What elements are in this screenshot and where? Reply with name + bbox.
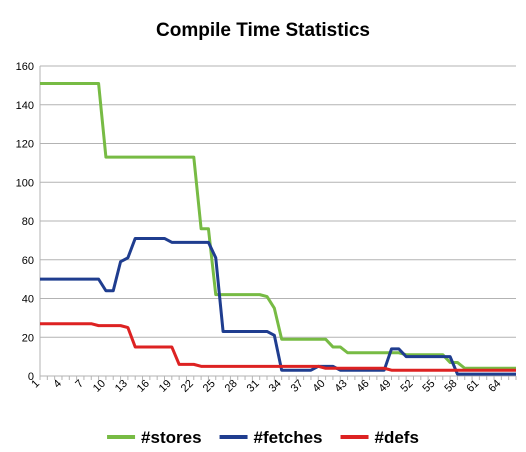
- y-tick-label: 160: [16, 61, 34, 73]
- x-tick-label: 64: [486, 378, 503, 395]
- x-tick-label: 58: [442, 378, 459, 395]
- x-tick-label: 49: [376, 378, 393, 395]
- chart-title: Compile Time Statistics: [156, 20, 370, 41]
- x-tick-label: 19: [157, 378, 174, 395]
- x-tick-label: 46: [355, 378, 372, 395]
- x-tick-label: 25: [201, 378, 218, 395]
- y-tick-label: 120: [16, 139, 34, 151]
- y-tick-label: 0: [28, 371, 34, 383]
- y-tick-label: 60: [22, 255, 34, 267]
- series-line-defs: [40, 322, 516, 372]
- x-tick-label: 37: [289, 378, 306, 395]
- series-layer: [40, 81, 516, 376]
- y-tick-label: 40: [22, 294, 34, 306]
- x-tick-label: 10: [91, 378, 108, 395]
- x-tick-label: 16: [135, 378, 152, 395]
- x-tick-label: 22: [179, 378, 196, 395]
- x-tick-label: 55: [420, 378, 437, 395]
- x-tick-label: 61: [464, 378, 481, 395]
- x-tick-label: 34: [267, 378, 284, 395]
- x-tick-label: 13: [113, 378, 130, 395]
- x-tick-label: 52: [398, 378, 415, 395]
- legend-label-defs: #defs: [375, 428, 419, 447]
- x-tick-label: 40: [311, 378, 328, 395]
- legend-label-stores: #stores: [141, 428, 201, 447]
- series-line-stores: [40, 81, 516, 370]
- x-tick-label: 28: [223, 378, 240, 395]
- legend-label-fetches: #fetches: [254, 428, 323, 447]
- x-tick-label: 43: [333, 378, 350, 395]
- x-tick-label: 31: [245, 378, 262, 395]
- legend: #stores #fetches #defs: [107, 428, 419, 447]
- y-tick-label: 100: [16, 177, 34, 189]
- y-tick-label: 80: [22, 216, 34, 228]
- y-tick-label: 20: [22, 332, 34, 344]
- series-line-fetches: [40, 236, 516, 376]
- y-tick-label: 140: [16, 100, 34, 112]
